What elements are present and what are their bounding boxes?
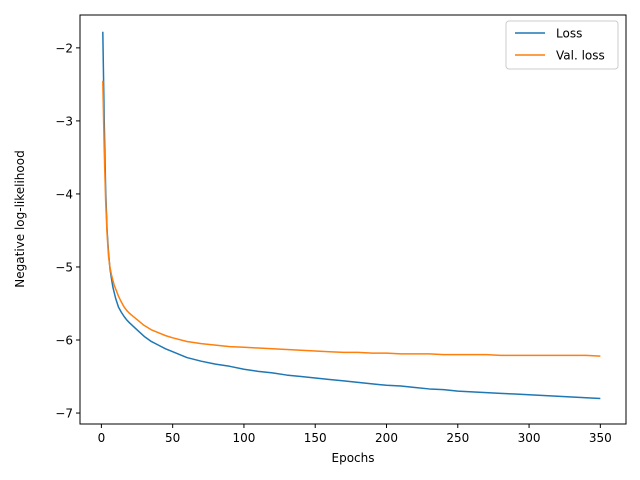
y-tick-label: −3	[55, 114, 73, 128]
y-tick-label: −2	[55, 41, 73, 55]
y-tick-label: −7	[55, 407, 73, 421]
x-tick-label: 300	[518, 431, 541, 445]
x-tick-label: 350	[589, 431, 612, 445]
x-tick-label: 0	[98, 431, 106, 445]
x-tick-label: 250	[446, 431, 469, 445]
y-tick-label: −4	[55, 187, 73, 201]
legend-label-val-loss: Val. loss	[556, 49, 605, 63]
y-tick-label: −6	[55, 334, 73, 348]
plot-area	[102, 31, 601, 400]
series-line-loss	[102, 31, 601, 400]
x-tick-label: 200	[375, 431, 398, 445]
x-axis: 0 50 100 150 200 250 300 350	[98, 424, 612, 445]
series-line-val-loss	[102, 80, 601, 357]
y-tick-label: −5	[55, 260, 73, 274]
x-axis-label: Epochs	[332, 451, 375, 465]
y-axis-label: Negative log-likelihood	[13, 150, 27, 287]
x-tick-label: 150	[304, 431, 327, 445]
x-tick-label: 50	[165, 431, 180, 445]
legend-label-loss: Loss	[556, 27, 582, 41]
y-axis: −7 −6 −5 −4 −3 −2	[55, 41, 80, 421]
axes-frame	[79, 14, 627, 425]
legend: Loss Val. loss	[505, 20, 619, 70]
x-tick-label: 100	[232, 431, 255, 445]
